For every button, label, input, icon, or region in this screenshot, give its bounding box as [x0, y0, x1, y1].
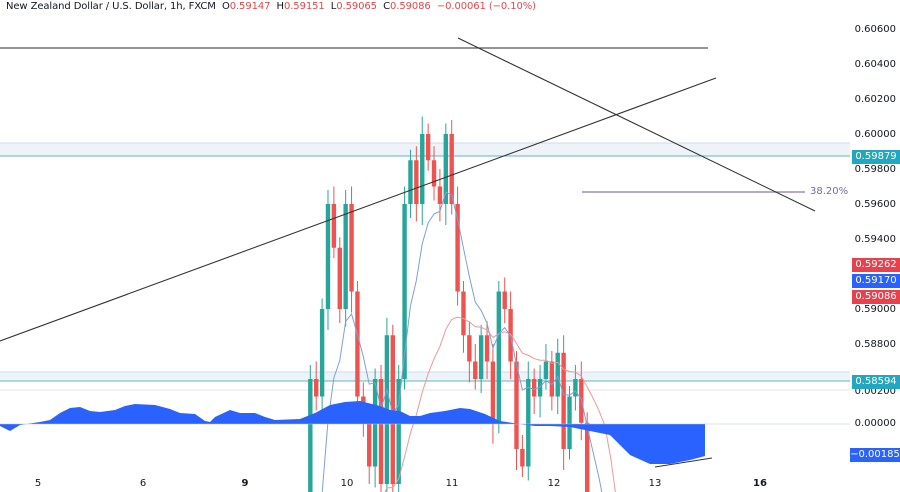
price-tick: 0.60600 [854, 24, 896, 35]
candle-body [396, 379, 401, 484]
change-value: −0.00061 (−0.10%) [436, 1, 536, 12]
candle-body [567, 396, 572, 449]
ma-fast-badge: 0.59170 [852, 274, 900, 288]
candle-body [408, 160, 413, 204]
price-tick: 0.59800 [854, 164, 896, 175]
level-high-badge: 0.59879 [852, 150, 900, 164]
candle-body [555, 352, 560, 397]
support-zone [0, 372, 850, 381]
candle-body [584, 422, 590, 492]
slow-moving-average [384, 316, 616, 492]
time-tick: 13 [648, 478, 662, 489]
candle-body [573, 379, 578, 397]
candle-body [443, 134, 449, 204]
candle-body [325, 204, 331, 309]
candle-body [449, 134, 454, 204]
candle-body [331, 204, 337, 248]
osc-tick: 0.00200 [854, 386, 896, 397]
symbol-title: New Zealand Dollar / U.S. Dollar, 1h, FX… [6, 1, 216, 12]
osc-tick: 0.00000 [854, 418, 896, 429]
price-tick: 0.60200 [854, 94, 896, 105]
open-value: 0.59147 [229, 1, 271, 12]
ascending-trendline [0, 77, 717, 342]
candle-body [455, 204, 460, 292]
level-low-badge: 0.58594 [852, 375, 900, 389]
price-tick: 0.60400 [854, 59, 896, 70]
high-value: 0.59151 [283, 1, 325, 12]
close-value: 0.59086 [390, 1, 431, 12]
time-tick: 10 [340, 478, 354, 489]
candle-body [561, 352, 566, 449]
candle-body [319, 309, 325, 397]
candle-body [467, 335, 472, 362]
price-tick: 0.59600 [854, 199, 896, 210]
candle-body [461, 291, 466, 336]
oscillator-divergence-line [654, 457, 713, 468]
price-tick: 0.58800 [854, 339, 896, 350]
candle-body [478, 335, 484, 379]
ma-slow-badge: 0.59262 [852, 258, 900, 272]
candle-body [420, 134, 425, 204]
candle-body [473, 361, 478, 379]
time-tick: 9 [241, 478, 249, 489]
candle-body [537, 379, 543, 397]
price-tick: 0.59000 [854, 304, 896, 315]
time-tick: 5 [34, 478, 42, 489]
chart-header: New Zealand Dollar / U.S. Dollar, 1h, FX… [6, 1, 536, 12]
candle-body [514, 361, 519, 449]
candle-body [543, 361, 549, 379]
price-tick: 0.59400 [854, 234, 896, 245]
candle-body [378, 379, 384, 484]
candle-body [437, 186, 443, 204]
candle-body [355, 291, 360, 397]
candle-body [414, 160, 419, 204]
candle-body [490, 361, 496, 423]
time-tick: 6 [139, 478, 147, 489]
time-tick: 11 [445, 478, 459, 489]
candle-body [343, 204, 348, 309]
fib-label: 38.20% [810, 186, 849, 197]
resistance-zone [0, 143, 850, 156]
candle-body [367, 422, 372, 467]
candle-body [425, 134, 431, 161]
time-tick: 16 [753, 478, 767, 489]
candle-body [390, 335, 395, 484]
low-value: 0.59065 [336, 1, 377, 12]
last-price-badge: 0.59086 [852, 290, 900, 304]
candle-body [526, 379, 531, 467]
descending-trendline [457, 37, 816, 212]
candle-body [484, 335, 490, 362]
oscillator-badge: −0.00185 [850, 448, 900, 462]
candle-body [308, 379, 313, 492]
fast-moving-average [321, 191, 603, 492]
candle-body [349, 204, 354, 292]
candle-body [502, 291, 507, 309]
price-tick: 0.60000 [854, 129, 896, 140]
candle-body [314, 379, 319, 397]
candle-body [508, 309, 513, 362]
candle-body [337, 247, 342, 309]
candle-body [531, 379, 537, 397]
candle-body [431, 160, 437, 187]
candle-body [496, 291, 502, 423]
time-tick: 12 [547, 478, 561, 489]
candle-body [520, 449, 525, 467]
oscillator-area [0, 401, 705, 464]
candle-body [549, 361, 555, 397]
candle-body [402, 204, 407, 379]
